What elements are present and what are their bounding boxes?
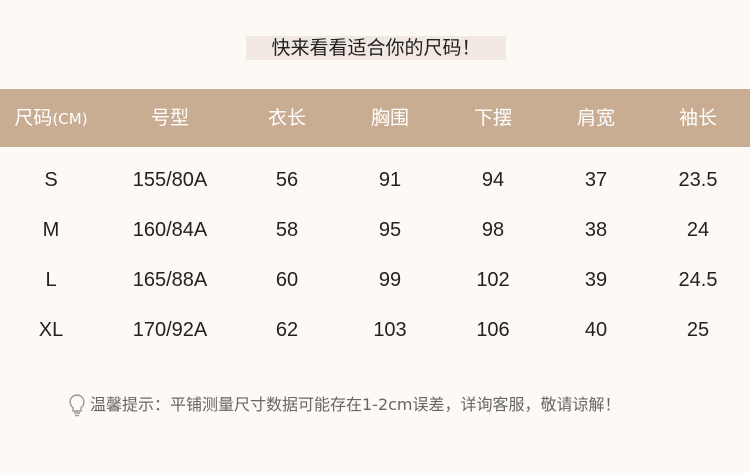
- table-row: XL 170/92A 62 103 106 40 25: [0, 305, 750, 355]
- table-cell: 155/80A: [132, 169, 208, 191]
- table-cell: 23.5: [678, 169, 718, 191]
- table-cell: 94: [481, 169, 505, 191]
- table-cell: 24: [686, 219, 710, 241]
- header-label: 下摆: [473, 107, 512, 129]
- table-cell: 62: [275, 319, 299, 341]
- header-label: 号型: [150, 107, 189, 129]
- table-cell: 165/88A: [132, 269, 208, 291]
- unit-label: (CM): [52, 110, 88, 128]
- table-cell: L: [45, 269, 57, 291]
- table-cell: S: [44, 169, 58, 191]
- table-cell: 106: [476, 319, 510, 341]
- table-row: L 165/88A 60 99 102 39 24.5: [0, 255, 750, 305]
- table-cell: 60: [275, 269, 299, 291]
- table-cell: 40: [584, 319, 608, 341]
- tip-text: 温馨提示：平铺测量尺寸数据可能存在1-2cm误差，详询客服，敬请谅解！: [90, 395, 621, 414]
- table-cell: 25: [686, 319, 710, 341]
- table-cell: 58: [275, 219, 299, 241]
- table-cell: 170/92A: [132, 319, 208, 341]
- table-cell: 99: [378, 269, 402, 291]
- tip: 温馨提示：平铺测量尺寸数据可能存在1-2cm误差，详询客服，敬请谅解！: [68, 393, 621, 417]
- table-cell: 37: [584, 169, 608, 191]
- header-size: 尺码(CM): [0, 89, 106, 148]
- table-cell: 98: [481, 219, 505, 241]
- page-title: 快来看看适合你的尺码！: [246, 36, 506, 60]
- table-row: M 160/84A 58 95 98 38 24: [0, 205, 750, 255]
- table-cell: 91: [378, 169, 402, 191]
- table-cell: 103: [373, 319, 407, 341]
- table-cell: 24.5: [678, 269, 718, 291]
- table-cell: M: [42, 219, 60, 241]
- header-label: 尺码: [14, 107, 53, 129]
- header-label: 袖长: [678, 107, 717, 129]
- lightbulb-icon: [69, 394, 85, 417]
- header-label: 胸围: [370, 107, 409, 129]
- header-label: 肩宽: [576, 107, 615, 129]
- table-cell: 95: [378, 219, 402, 241]
- table-header: 尺码(CM) 号型 衣长 胸围 下摆 肩宽 袖长: [0, 89, 750, 147]
- table-cell: XL: [38, 319, 64, 341]
- table-cell: 56: [275, 169, 299, 191]
- header-label: 衣长: [267, 107, 306, 129]
- table-row: S 155/80A 56 91 94 37 23.5: [0, 155, 750, 205]
- table-cell: 160/84A: [132, 219, 208, 241]
- table-cell: 39: [584, 269, 608, 291]
- table-cell: 102: [476, 269, 510, 291]
- table-cell: 38: [584, 219, 608, 241]
